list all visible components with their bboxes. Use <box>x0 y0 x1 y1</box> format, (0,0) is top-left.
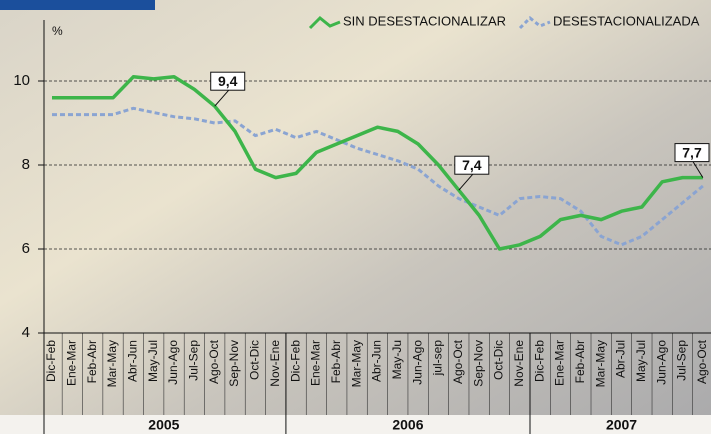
x-tick-label: May-Ju <box>390 340 404 379</box>
x-tick-label: Jul-Sep <box>675 340 689 381</box>
x-tick-label: Abr-Jun <box>370 340 384 382</box>
x-tick-label: Ago-Oct <box>207 339 221 384</box>
x-tick-label: Feb-Abr <box>85 340 99 383</box>
x-tick-label: Ene-Mar <box>309 340 323 386</box>
year-label: 2006 <box>392 417 423 433</box>
x-tick-label: Jun-Ago <box>410 340 424 385</box>
label-box <box>210 71 246 91</box>
y-axis-label: % <box>52 24 63 38</box>
x-tick-label: Oct-Dic <box>248 340 262 380</box>
label-leader <box>458 173 474 191</box>
x-tick-label: Jul-Sep <box>187 340 201 381</box>
year-band <box>0 415 711 434</box>
data-label: 9,4 <box>218 73 238 89</box>
x-tick-label: Nov-Ene <box>512 340 526 387</box>
series-line <box>52 106 704 247</box>
y-tick-label: 6 <box>22 240 30 257</box>
x-tick-label: Sep-Nov <box>471 340 485 387</box>
year-label: 2007 <box>606 417 637 433</box>
y-tick-label: 8 <box>22 156 30 173</box>
x-tick-label: Jun-Ago <box>166 340 180 385</box>
x-tick-label: Dic-Feb <box>44 340 58 382</box>
x-tick-label: Abr-Jul <box>614 340 628 378</box>
x-tick-label: Ago-Oct <box>695 339 709 384</box>
x-tick-label: Mar-May <box>593 340 607 387</box>
x-tick-label: Dic-Feb <box>532 340 546 382</box>
header-bar <box>0 0 155 10</box>
x-tick-label: Abr-Jun <box>126 340 140 382</box>
x-tick-label: May-Jul <box>146 340 160 382</box>
x-tick-label: Sep-Nov <box>227 340 241 387</box>
y-tick-label: 10 <box>13 72 30 89</box>
label-leader <box>214 89 230 107</box>
x-tick-label: Mar-May <box>349 340 363 387</box>
x-tick-label: Jun-Ago <box>654 340 668 385</box>
label-box <box>674 143 710 163</box>
x-tick-label: Dic-Feb <box>288 340 302 382</box>
x-tick-label: Feb-Abr <box>329 340 343 383</box>
x-tick-label: jul-sep <box>431 340 445 377</box>
x-tick-label: Mar-May <box>105 340 119 387</box>
data-label: 7,4 <box>462 157 482 173</box>
legend-label: SIN DESESTACIONALIZAR <box>343 13 506 28</box>
legend-label: DESESTACIONALIZADA <box>553 13 700 28</box>
x-tick-label: Nov-Ene <box>268 340 282 387</box>
x-tick-label: Ene-Mar <box>65 340 79 386</box>
y-tick-label: 4 <box>22 324 30 341</box>
x-tick-label: Oct-Dic <box>492 340 506 380</box>
legend-swatch <box>308 15 341 30</box>
label-box <box>454 155 490 175</box>
x-tick-label: May-Jul <box>634 340 648 382</box>
label-leader <box>692 161 704 178</box>
data-label: 7,7 <box>682 144 702 160</box>
series-line <box>52 75 703 251</box>
x-tick-label: Feb-Abr <box>573 340 587 383</box>
x-tick-label: Ene-Mar <box>553 340 567 386</box>
year-label: 2005 <box>148 417 179 433</box>
legend-swatch <box>518 15 551 30</box>
x-tick-label: Ago-Oct <box>451 339 465 384</box>
